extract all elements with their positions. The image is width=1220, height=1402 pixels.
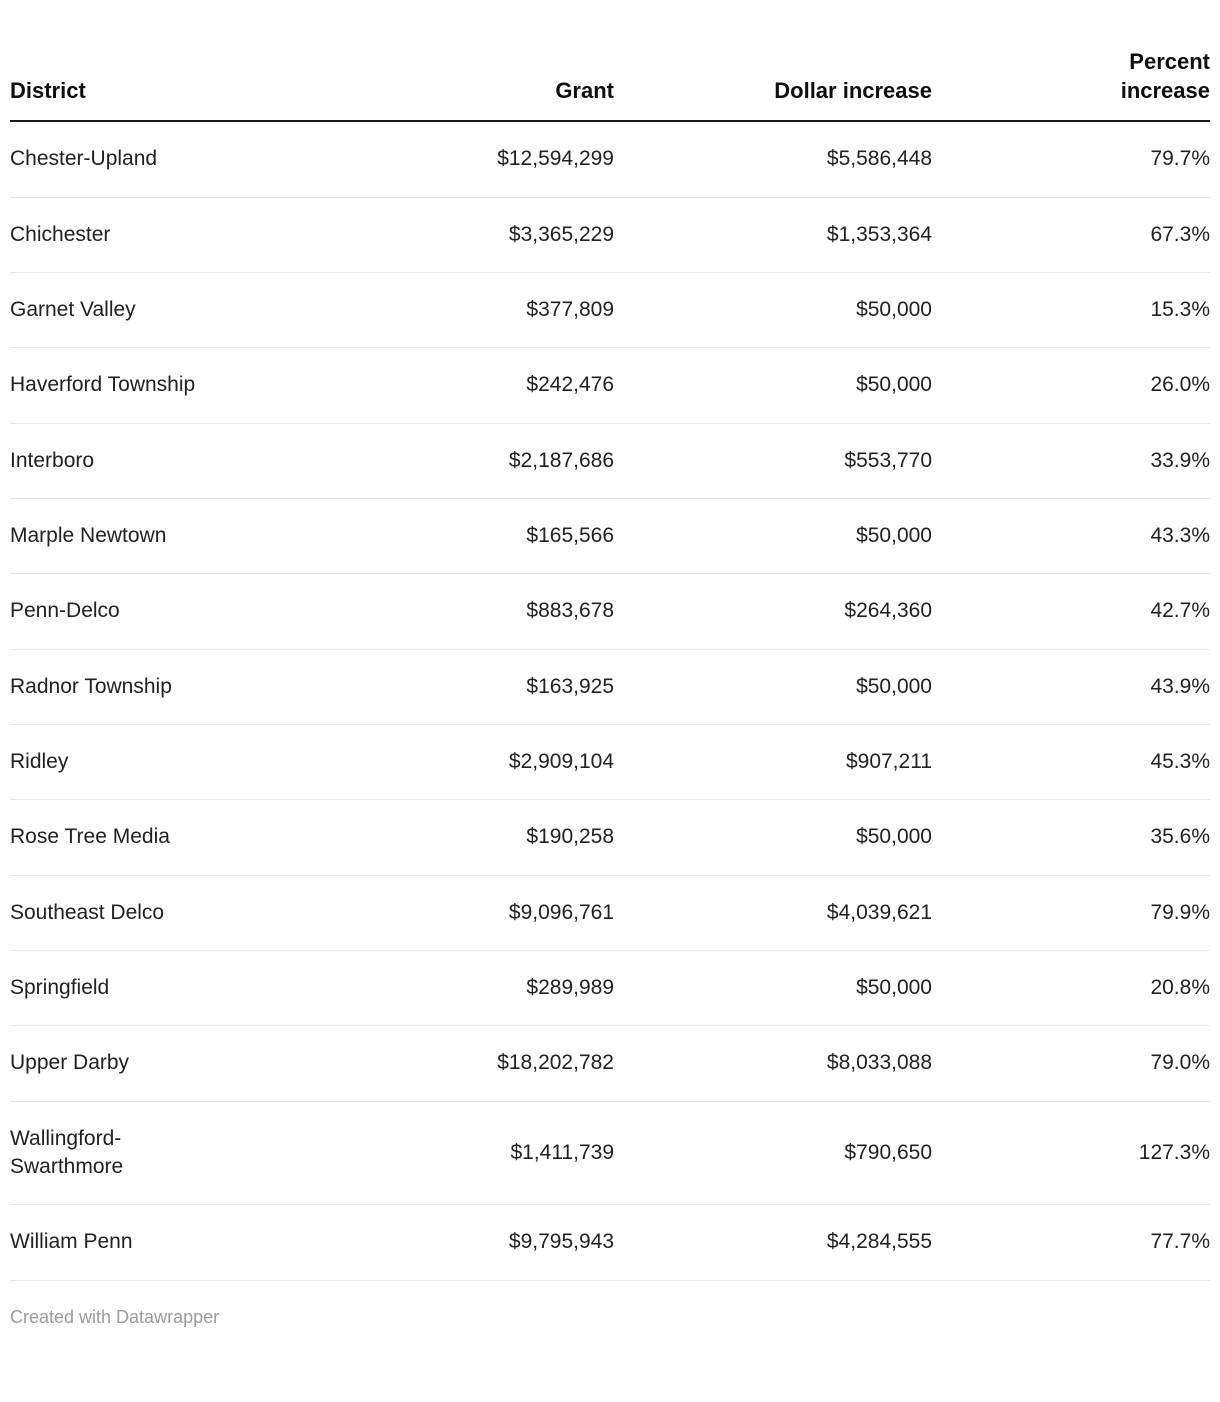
cell-percent-increase: 43.3% — [932, 498, 1210, 575]
cell-grant: $9,096,761 — [225, 875, 614, 951]
cell-percent-increase: 20.8% — [932, 950, 1210, 1027]
cell-district: Ridley — [10, 724, 225, 801]
cell-district: Radnor Township — [10, 649, 225, 725]
cell-grant: $2,187,686 — [225, 423, 614, 499]
column-header-grant-label: Grant — [555, 77, 614, 103]
attribution-footer: Created with Datawrapper — [10, 1281, 1210, 1342]
cell-percent-increase: 42.7% — [932, 573, 1210, 650]
cell-dollar-increase: $50,000 — [614, 347, 932, 424]
cell-percent-increase: 77.7% — [932, 1204, 1210, 1281]
table-row: Springfield $289,989 $50,000 20.8% — [10, 950, 1210, 1027]
cell-dollar-increase: $4,284,555 — [614, 1204, 932, 1281]
cell-percent-increase: 43.9% — [932, 649, 1210, 725]
cell-grant: $242,476 — [225, 347, 614, 424]
table-row: Rose Tree Media $190,258 $50,000 35.6% — [10, 799, 1210, 876]
column-header-percent-increase: Percent increase — [932, 48, 1210, 123]
cell-district: Rose Tree Media — [10, 799, 225, 876]
cell-grant: $163,925 — [225, 649, 614, 725]
table-body: Chester-Upland $12,594,299 $5,586,448 79.7%… — [10, 121, 1210, 1281]
cell-dollar-increase: $4,039,621 — [614, 875, 932, 951]
column-header-district: District — [10, 48, 225, 123]
cell-percent-increase: 127.3% — [932, 1101, 1210, 1206]
table-row: Chester-Upland $12,594,299 $5,586,448 79.7% — [10, 121, 1210, 198]
cell-district: Chichester — [10, 197, 225, 273]
cell-district: William Penn — [10, 1204, 225, 1281]
cell-district: Wallingford-Swarthmore — [10, 1101, 225, 1206]
column-header-percent-increase-label: Percent increase — [1120, 49, 1210, 103]
cell-dollar-increase: $50,000 — [614, 950, 932, 1027]
table-row: Marple Newtown $165,566 $50,000 43.3% — [10, 498, 1210, 575]
cell-dollar-increase: $553,770 — [614, 423, 932, 499]
cell-district: Southeast Delco — [10, 875, 225, 951]
cell-percent-increase: 35.6% — [932, 799, 1210, 876]
cell-grant: $1,411,739 — [225, 1101, 614, 1206]
table-row: Garnet Valley $377,809 $50,000 15.3% — [10, 272, 1210, 349]
table-row: Southeast Delco $9,096,761 $4,039,621 79.9% — [10, 875, 1210, 951]
table-row: Upper Darby $18,202,782 $8,033,088 79.0% — [10, 1025, 1210, 1102]
cell-grant: $377,809 — [225, 272, 614, 349]
cell-percent-increase: 33.9% — [932, 423, 1210, 499]
cell-district: Haverford Township — [10, 347, 225, 424]
districts-grant-table: District Grant Dollar increase Percent i… — [10, 48, 1210, 1281]
cell-grant: $190,258 — [225, 799, 614, 876]
table-row: Radnor Township $163,925 $50,000 43.9% — [10, 649, 1210, 725]
cell-district: Penn-Delco — [10, 573, 225, 650]
cell-district: Marple Newtown — [10, 498, 225, 575]
cell-grant: $18,202,782 — [225, 1025, 614, 1102]
cell-grant: $289,989 — [225, 950, 614, 1027]
header-row: District Grant Dollar increase Percent i… — [10, 48, 1210, 123]
cell-percent-increase: 67.3% — [932, 197, 1210, 273]
table-row: Haverford Township $242,476 $50,000 26.0% — [10, 347, 1210, 424]
cell-percent-increase: 79.0% — [932, 1025, 1210, 1102]
cell-grant: $12,594,299 — [225, 121, 614, 198]
cell-district: Springfield — [10, 950, 225, 1027]
cell-grant: $9,795,943 — [225, 1204, 614, 1281]
table-row: Chichester $3,365,229 $1,353,364 67.3% — [10, 197, 1210, 273]
column-header-dollar-increase-label: Dollar increase — [774, 77, 932, 103]
datawrapper-credit-link[interactable]: Created with Datawrapper — [10, 1306, 220, 1327]
table-row: William Penn $9,795,943 $4,284,555 77.7% — [10, 1204, 1210, 1281]
cell-dollar-increase: $8,033,088 — [614, 1025, 932, 1102]
cell-dollar-increase: $5,586,448 — [614, 121, 932, 198]
cell-dollar-increase: $264,360 — [614, 573, 932, 650]
cell-district: Chester-Upland — [10, 121, 225, 198]
cell-dollar-increase: $907,211 — [614, 724, 932, 801]
table-container: District Grant Dollar increase Percent i… — [0, 48, 1220, 1342]
cell-district: Upper Darby — [10, 1025, 225, 1102]
cell-dollar-increase: $50,000 — [614, 649, 932, 725]
column-header-district-label: District — [10, 77, 86, 103]
table-row: Wallingford-Swarthmore $1,411,739 $790,650… — [10, 1101, 1210, 1206]
cell-district: Garnet Valley — [10, 272, 225, 349]
cell-dollar-increase: $50,000 — [614, 498, 932, 575]
cell-district: Interboro — [10, 423, 225, 499]
table-row: Interboro $2,187,686 $553,770 33.9% — [10, 423, 1210, 499]
cell-percent-increase: 45.3% — [932, 724, 1210, 801]
cell-grant: $2,909,104 — [225, 724, 614, 801]
cell-grant: $883,678 — [225, 573, 614, 650]
cell-dollar-increase: $50,000 — [614, 272, 932, 349]
cell-dollar-increase: $790,650 — [614, 1101, 932, 1206]
cell-percent-increase: 26.0% — [932, 347, 1210, 424]
column-header-dollar-increase: Dollar increase — [614, 48, 932, 123]
table-row: Ridley $2,909,104 $907,211 45.3% — [10, 724, 1210, 801]
column-header-grant: Grant — [225, 48, 614, 123]
cell-dollar-increase: $1,353,364 — [614, 197, 932, 273]
cell-grant: $3,365,229 — [225, 197, 614, 273]
table-header: District Grant Dollar increase Percent i… — [10, 48, 1210, 123]
table-row: Penn-Delco $883,678 $264,360 42.7% — [10, 573, 1210, 650]
cell-percent-increase: 15.3% — [932, 272, 1210, 349]
cell-dollar-increase: $50,000 — [614, 799, 932, 876]
cell-percent-increase: 79.9% — [932, 875, 1210, 951]
cell-grant: $165,566 — [225, 498, 614, 575]
cell-percent-increase: 79.7% — [932, 121, 1210, 198]
